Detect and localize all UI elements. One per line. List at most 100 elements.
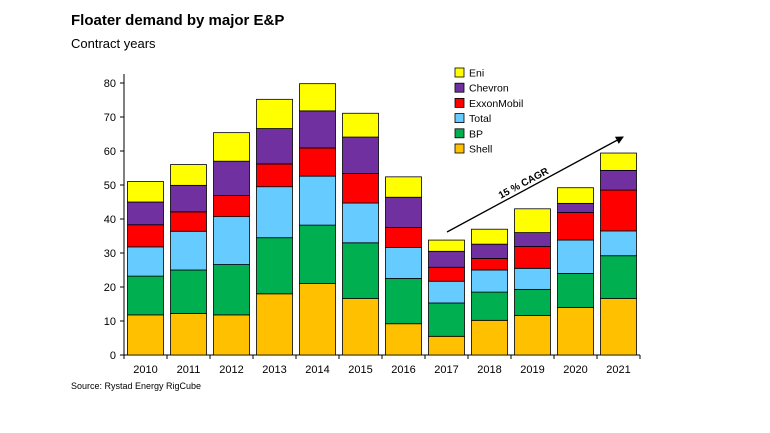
legend-swatch-total [454, 113, 465, 123]
bar-segment-total [428, 280, 465, 304]
x-tick-label: 2017 [434, 364, 458, 376]
chart-subtitle: Contract years [71, 36, 156, 51]
bar-segment-exxonmobil [213, 195, 250, 218]
bar-segment-eni [299, 83, 336, 112]
bar-segment-bp [428, 302, 465, 337]
legend-label-eni: Eni [469, 68, 484, 80]
bar-segment-total [385, 247, 422, 279]
bar-segment-chevron [600, 169, 637, 191]
bar-segment-total [256, 186, 293, 239]
bar-segment-chevron [127, 201, 164, 226]
bar-segment-eni [428, 239, 465, 252]
x-tick-label: 2021 [606, 364, 630, 376]
x-tick-label: 2010 [133, 364, 157, 376]
bar-segment-exxonmobil [170, 211, 207, 232]
bar-segment-chevron [342, 136, 379, 174]
y-tick-label: 10 [104, 316, 116, 328]
legend-label-shell: Shell [469, 144, 492, 156]
bar-segment-exxonmobil [514, 246, 551, 269]
y-tick-label: 0 [110, 350, 116, 362]
legend-swatch-eni [454, 67, 465, 78]
chart-title: Floater demand by major E&P [71, 12, 285, 29]
bar-segment-chevron [514, 232, 551, 247]
bar-segment-shell [299, 283, 336, 356]
bar-segment-eni [342, 112, 379, 138]
legend-swatch-chevron [454, 82, 465, 93]
bar-segment-chevron [557, 202, 594, 213]
bar-segment-bp [170, 269, 207, 314]
bar-segment-chevron [428, 250, 465, 268]
bar-segment-exxonmobil [600, 189, 637, 232]
bar-segment-total [299, 175, 336, 226]
bar-segment-shell [557, 306, 594, 356]
bar-segment-total [213, 216, 250, 265]
bar-segment-bp [600, 255, 637, 299]
bar-segment-chevron [170, 184, 207, 213]
bar-segment-exxonmobil [342, 173, 379, 204]
bar-segment-total [127, 246, 164, 277]
bar-segment-eni [170, 164, 207, 186]
bar-segment-eni [127, 181, 164, 203]
bar-segment-bp [213, 264, 250, 316]
bar-segment-bp [385, 278, 422, 325]
trend-arrow [446, 136, 624, 233]
x-tick-label: 2019 [520, 364, 544, 376]
bar-segment-total [514, 267, 551, 290]
bar-segment-eni [213, 132, 250, 162]
x-tick-label: 2011 [177, 364, 201, 376]
legend-label-exxonmobil: ExxonMobil [469, 98, 523, 110]
legend-swatch-bp [454, 128, 465, 139]
legend-swatch-shell [454, 143, 465, 154]
bar-segment-chevron [385, 196, 422, 228]
x-tick-label: 2018 [477, 364, 501, 376]
bar-segment-exxonmobil [256, 163, 293, 188]
x-tick-label: 2015 [348, 364, 372, 376]
bar-segment-eni [600, 152, 637, 171]
bar-segment-shell [256, 293, 293, 356]
bar-segment-chevron [256, 128, 293, 165]
bar-segment-total [170, 230, 207, 271]
legend-swatch-exxonmobil [454, 98, 465, 108]
y-tick-label: 50 [104, 180, 116, 192]
bar-segment-shell [127, 314, 164, 356]
bar-segment-bp [471, 291, 508, 321]
bar-segment-shell [428, 335, 465, 356]
bar-segment-shell [514, 315, 551, 356]
bar-segment-eni [256, 98, 293, 129]
bar-segment-bp [342, 242, 379, 299]
bar-segment-total [557, 239, 594, 274]
legend-label-bp: BP [469, 128, 483, 140]
bar-segment-total [600, 230, 637, 257]
bar-segment-bp [299, 224, 336, 284]
legend-label-total: Total [469, 113, 491, 125]
x-tick-label: 2013 [262, 364, 286, 376]
y-tick-label: 40 [104, 214, 116, 226]
bar-segment-total [342, 202, 379, 244]
bar-segment-exxonmobil [385, 227, 422, 248]
bar-segment-bp [127, 275, 164, 316]
bar-segment-eni [471, 228, 508, 245]
bar-segment-shell [170, 313, 207, 356]
source-note: Source: Rystad Energy RigCube [71, 381, 202, 391]
y-tick-label: 30 [104, 248, 116, 260]
bar-segment-shell [471, 319, 508, 356]
x-tick-label: 2020 [563, 364, 587, 376]
bar-segment-eni [557, 187, 594, 204]
bar-segment-chevron [299, 110, 336, 149]
bar-segment-chevron [213, 160, 250, 196]
y-tick-label: 20 [104, 282, 116, 294]
y-tick-label: 70 [104, 112, 116, 124]
bar-segment-shell [600, 298, 637, 356]
bar-segment-exxonmobil [471, 258, 508, 271]
bar-segment-bp [557, 272, 594, 308]
bar-segment-exxonmobil [127, 224, 164, 248]
x-tick-label: 2012 [219, 364, 243, 376]
bar-segment-exxonmobil [428, 266, 465, 282]
bar-segment-bp [256, 237, 293, 295]
bar-segment-shell [342, 298, 379, 356]
x-tick-label: 2014 [305, 364, 329, 376]
bar-segment-shell [385, 323, 422, 356]
bar-segment-exxonmobil [557, 212, 594, 241]
x-tick-label: 2016 [391, 364, 415, 376]
